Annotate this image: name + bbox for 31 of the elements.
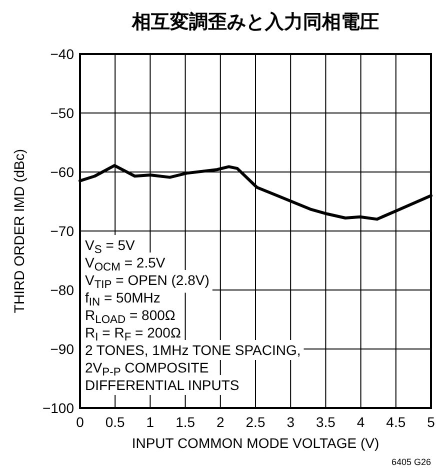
x-tick-label: 0.5 (105, 414, 126, 430)
y-tick-label: −40 (50, 46, 74, 62)
x-tick-label: 5 (427, 414, 436, 430)
y-tick-label: −80 (50, 282, 74, 298)
x-tick-label: 3 (286, 414, 295, 430)
x-tick-label: 3.5 (316, 414, 336, 430)
annotation: DIFFERENTIAL INPUTS (85, 377, 240, 393)
annotation: R$_{I}$ = R$_{F}$ = 200Ω (85, 324, 181, 344)
x-axis-title: INPUT COMMON MODE VOLTAGE (V) (132, 435, 380, 451)
annotation: 2 TONES, 1MHz TONE SPACING, (85, 342, 301, 358)
y-axis-title: THIRD ORDER IMD (dBc) (11, 148, 27, 314)
x-tick-label: 1.5 (176, 414, 196, 430)
y-tick-label: −50 (50, 105, 74, 121)
x-tick-label: 4 (356, 414, 365, 430)
y-tick-label: −90 (50, 341, 74, 357)
annotation: V$_{TIP}$ = OPEN (2.8V) (85, 272, 210, 291)
text: 6405 G26 (391, 457, 431, 467)
chart-title: 相互変調歪みと入力同相電圧 (131, 11, 379, 33)
x-tick-label: 2 (216, 414, 224, 430)
x-tick-label: 0 (76, 414, 84, 430)
x-tick-label: 1 (146, 414, 154, 430)
annotation: V$_{S}$ = 5V (85, 237, 136, 256)
y-tick-label: −70 (50, 223, 74, 239)
annotation: 2V$_{P-P}$ COMPOSITE (85, 360, 209, 378)
x-tick-label: 2.5 (246, 414, 266, 430)
annotation: V$_{OCM}$ = 2.5V (85, 254, 166, 274)
y-tick-label: −100 (42, 400, 74, 416)
x-tick-label: 4.5 (386, 414, 406, 430)
y-tick-label: −60 (50, 164, 74, 180)
annotation: f$_{IN}$ = 50MHz (85, 290, 160, 308)
annotation: R$_{LOAD}$ = 800Ω (85, 307, 176, 326)
